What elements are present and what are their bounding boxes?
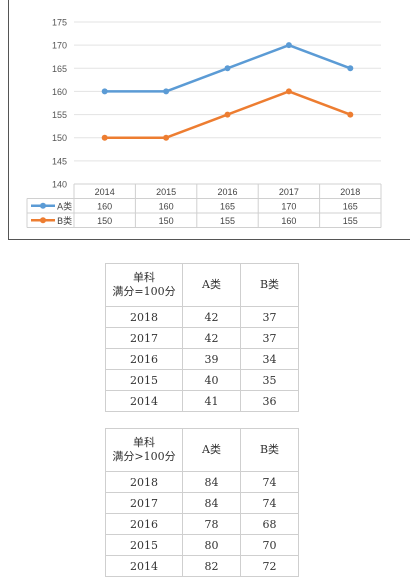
- legend-swatch-marker: [40, 217, 46, 224]
- year-cell: 2015: [105, 369, 183, 391]
- a-score-cell: 40: [182, 369, 241, 391]
- table-header-row: 单科 满分=100分 A类 B类: [105, 263, 299, 307]
- data-point: [347, 111, 354, 118]
- data-label: 160: [281, 216, 296, 226]
- a-score-cell: 41: [182, 390, 241, 412]
- a-score-cell: 82: [182, 555, 241, 577]
- score-table-over-100: 单科 满分>100分 A类 B类 2018 84 74 2017 84 74 2…: [105, 428, 299, 577]
- a-score-cell: 42: [182, 306, 241, 328]
- year-cell: 2016: [105, 513, 183, 535]
- year-cell: 2017: [105, 492, 183, 514]
- chart-data-table: 2014 2015 2016 2017 2018 A类 160 160 165 170 165 B类 1…: [26, 183, 382, 228]
- b-score-cell: 70: [240, 534, 299, 556]
- year-cell: 2014: [105, 390, 183, 412]
- table-row: 2015 40 35: [105, 369, 299, 391]
- table-row: 2017 42 37: [105, 327, 299, 349]
- data-label: 155: [343, 216, 358, 226]
- table-row: 2017 84 74: [105, 492, 299, 514]
- a-score-cell: 78: [182, 513, 241, 535]
- table-row: 2018 84 74: [105, 471, 299, 493]
- legend-swatch-marker: [40, 202, 46, 209]
- table-row: 2015 80 70: [105, 534, 299, 556]
- header-a-class: A类: [182, 428, 241, 472]
- data-point: [224, 111, 231, 118]
- table-row: 2014 41 36: [105, 390, 299, 412]
- header-fullscore-label: 满分=100分: [112, 285, 176, 298]
- header-a-class: A类: [182, 263, 241, 307]
- year-cell: 2018: [105, 471, 183, 493]
- year-cell: 2016: [105, 348, 183, 370]
- y-tick-label: 150: [52, 133, 67, 143]
- year-cell: 2017: [105, 327, 183, 349]
- b-score-cell: 37: [240, 327, 299, 349]
- table-row: 2016 39 34: [105, 348, 299, 370]
- header-subject-label: 单科: [133, 271, 155, 284]
- data-label: 165: [220, 201, 235, 211]
- b-score-cell: 68: [240, 513, 299, 535]
- x-tick-label: 2014: [95, 187, 115, 197]
- table-row: 2014 82 72: [105, 555, 299, 577]
- year-cell: 2015: [105, 534, 183, 556]
- b-score-cell: 72: [240, 555, 299, 577]
- x-tick-label: 2015: [156, 187, 176, 197]
- legend-series-name: B类: [57, 215, 72, 227]
- data-label: 150: [159, 216, 174, 226]
- x-tick-label: 2018: [340, 187, 360, 197]
- header-fullscore-label: 满分>100分: [112, 450, 176, 463]
- a-score-cell: 39: [182, 348, 241, 370]
- y-tick-label: 160: [52, 87, 67, 97]
- data-point: [347, 65, 354, 72]
- data-point: [101, 134, 108, 141]
- table-row: 2018 42 37: [105, 306, 299, 328]
- data-point: [163, 134, 170, 141]
- b-score-cell: 34: [240, 348, 299, 370]
- a-score-cell: 84: [182, 471, 241, 493]
- line-chart-frame: 140 145 150 155 160 165 170 175 2014 2015 2016 201…: [8, 0, 410, 240]
- x-tick-label: 2016: [217, 187, 237, 197]
- table-header-row: 单科 满分>100分 A类 B类: [105, 428, 299, 472]
- y-tick-label: 140: [52, 180, 67, 190]
- table-row: 2016 78 68: [105, 513, 299, 535]
- y-tick-label: 175: [52, 18, 67, 28]
- y-tick-label: 155: [52, 110, 67, 120]
- a-score-cell: 80: [182, 534, 241, 556]
- legend-series-name: A类: [57, 200, 72, 212]
- header-subject-label: 单科: [133, 436, 155, 449]
- y-tick-label: 170: [52, 41, 67, 51]
- header-b-class: B类: [240, 428, 299, 472]
- year-cell: 2014: [105, 555, 183, 577]
- y-tick-label: 165: [52, 64, 67, 74]
- chart-series: [101, 42, 354, 141]
- data-label: 165: [343, 201, 358, 211]
- b-score-cell: 35: [240, 369, 299, 391]
- data-label: 170: [281, 201, 296, 211]
- b-score-cell: 74: [240, 492, 299, 514]
- data-point: [285, 42, 292, 49]
- b-score-cell: 37: [240, 306, 299, 328]
- y-tick-label: 145: [52, 156, 67, 166]
- data-label: 160: [97, 201, 112, 211]
- data-point: [285, 88, 292, 95]
- data-label: 150: [97, 216, 112, 226]
- data-point: [224, 65, 231, 72]
- header-subject-cell: 单科 满分=100分: [105, 263, 183, 307]
- year-cell: 2018: [105, 306, 183, 328]
- y-axis-ticks: 140 145 150 155 160 165 170 175: [52, 18, 67, 190]
- b-score-cell: 74: [240, 471, 299, 493]
- a-score-cell: 42: [182, 327, 241, 349]
- a-score-cell: 84: [182, 492, 241, 514]
- x-tick-label: 2017: [279, 187, 299, 197]
- data-label: 160: [159, 201, 174, 211]
- header-subject-cell: 单科 满分>100分: [105, 428, 183, 472]
- data-point: [101, 88, 108, 95]
- data-point: [163, 88, 170, 95]
- data-label: 155: [220, 216, 235, 226]
- header-b-class: B类: [240, 263, 299, 307]
- b-score-cell: 36: [240, 390, 299, 412]
- score-table-full-100: 单科 满分=100分 A类 B类 2018 42 37 2017 42 37 2…: [105, 263, 299, 412]
